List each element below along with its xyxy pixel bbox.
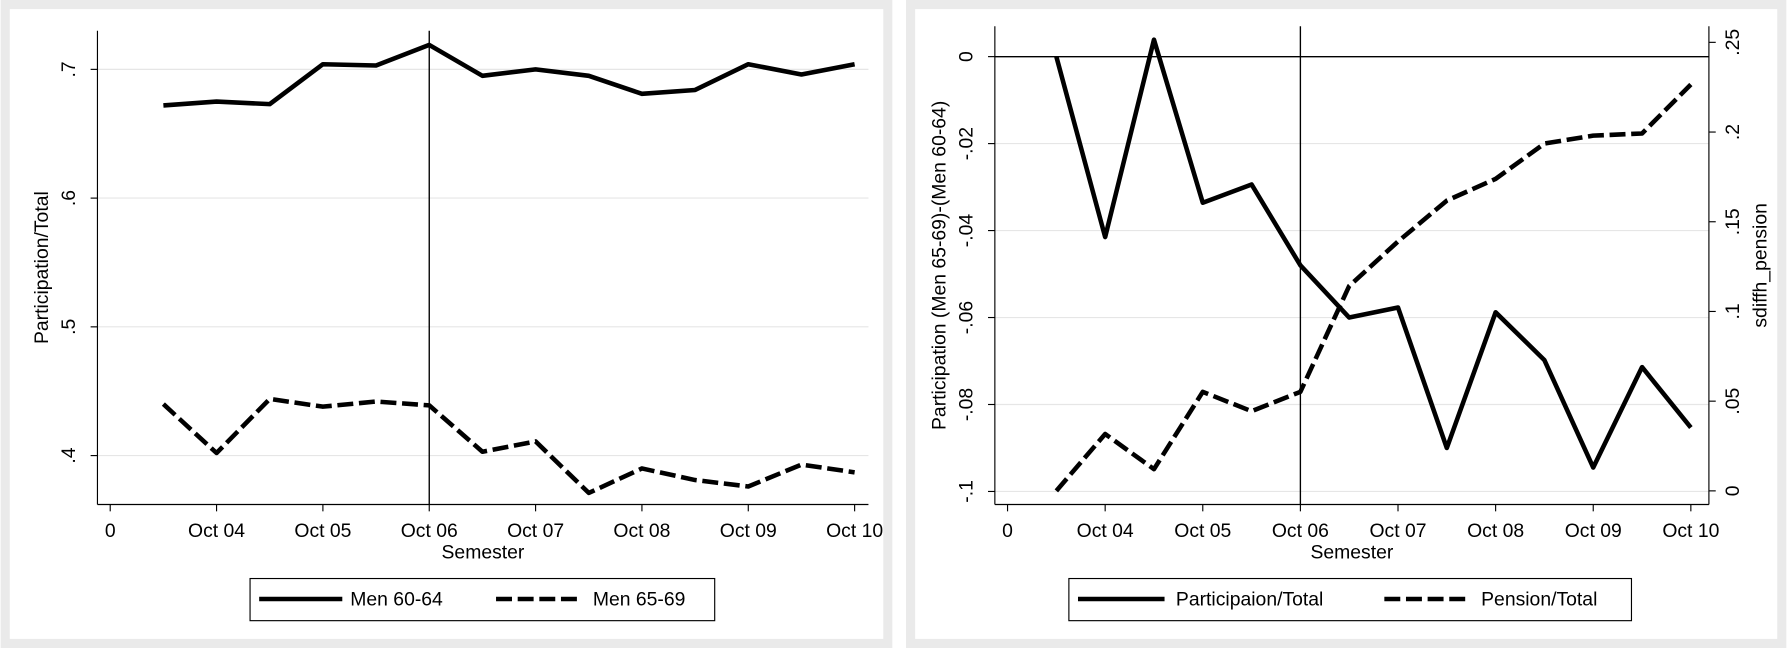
y2-tick-label: .2 <box>1722 124 1744 140</box>
x-tick-label: Oct 04 <box>188 520 245 542</box>
y-axis-label: Participation/Total <box>31 191 53 344</box>
series-line <box>1054 37 1693 470</box>
series-line <box>161 396 855 496</box>
y-tick-label: -.08 <box>956 388 978 421</box>
y-tick-label: 0 <box>956 51 978 62</box>
y-axis-label: Participation (Men 65-69)-(Men 60-64) <box>928 101 950 430</box>
series-line <box>163 42 856 108</box>
legend-label: Participaion/Total <box>1176 588 1323 610</box>
y-tick-label: -.1 <box>956 480 978 503</box>
y-tick-label: .6 <box>58 190 80 206</box>
x-axis-label: Semester <box>1310 542 1393 564</box>
y-tick-label: -.02 <box>956 127 978 160</box>
x-tick-label: Oct 08 <box>613 520 670 542</box>
x-axis-label: Semester <box>442 542 525 564</box>
x-tick-label: Oct 10 <box>1662 520 1719 542</box>
legend-box <box>1068 577 1633 622</box>
legend-label: Men 60-64 <box>350 588 443 610</box>
x-tick-label: Oct 04 <box>1077 520 1134 542</box>
x-tick-label: Oct 05 <box>294 520 351 542</box>
legend-label: Pension/Total <box>1481 588 1597 610</box>
y-tick-label: .5 <box>58 319 80 335</box>
legend-box <box>249 577 716 622</box>
y2-tick-label: 0 <box>1722 485 1744 496</box>
x-tick-label: Oct 09 <box>720 520 777 542</box>
x-tick-label: 0 <box>105 520 116 542</box>
x-tick-label: 0 <box>1002 520 1013 542</box>
y-tick-label: .4 <box>58 447 80 463</box>
y-tick-label: -.06 <box>956 301 978 334</box>
panel-inner <box>915 9 1778 639</box>
y2-tick-label: .25 <box>1722 29 1744 56</box>
y2-tick-label: .15 <box>1722 208 1744 235</box>
x-tick-label: Oct 06 <box>1272 520 1329 542</box>
y-tick-label: -.04 <box>956 214 978 248</box>
x-tick-label: Oct 05 <box>1174 520 1231 542</box>
y-tick-label: .7 <box>58 61 80 77</box>
x-tick-label: Oct 07 <box>507 520 564 542</box>
y2-tick-label: .1 <box>1722 303 1744 319</box>
legend-label: Men 65-69 <box>593 588 686 610</box>
x-tick-label: Oct 08 <box>1467 520 1524 542</box>
x-tick-label: Oct 10 <box>826 520 883 542</box>
x-tick-label: Oct 09 <box>1565 520 1622 542</box>
y2-axis-label: sdiffh_pension <box>1749 203 1771 328</box>
series-line <box>1054 82 1693 493</box>
x-tick-label: Oct 07 <box>1369 520 1426 542</box>
x-tick-label: Oct 06 <box>401 520 458 542</box>
panel-inner <box>9 9 884 639</box>
y2-tick-label: .05 <box>1722 388 1744 415</box>
